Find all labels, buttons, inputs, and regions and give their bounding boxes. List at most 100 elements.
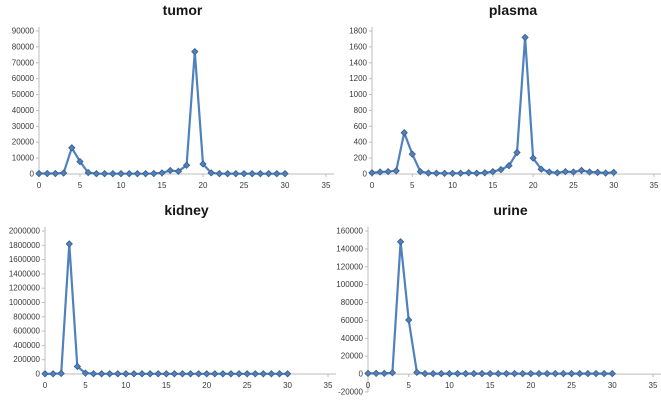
x-tick-label: 10 — [445, 381, 454, 390]
data-point — [283, 370, 292, 378]
data-series-markers — [368, 33, 618, 178]
data-point — [76, 157, 84, 166]
data-point — [43, 169, 51, 178]
data-point — [273, 170, 281, 178]
data-point — [519, 369, 527, 378]
y-tick-label: 50000 — [12, 90, 35, 99]
x-tick-label: 15 — [158, 181, 167, 190]
y-tick-label: 200 — [354, 154, 368, 163]
y-tick-label: 70000 — [12, 58, 35, 67]
x-tick-label: 10 — [448, 181, 457, 190]
data-point — [448, 169, 457, 178]
x-tick-label: 5 — [406, 381, 411, 390]
x-tick-label: 25 — [243, 381, 252, 390]
x-tick-label: 0 — [37, 181, 42, 190]
data-series-markers — [364, 238, 616, 378]
data-point — [81, 369, 90, 377]
y-tick-label: 400 — [354, 138, 368, 147]
y-tick-label: 1000 — [349, 90, 367, 99]
data-point — [384, 167, 392, 176]
data-point — [380, 369, 388, 378]
chart-title-urine: urine — [493, 202, 528, 218]
x-tick-label: 0 — [43, 381, 48, 390]
data-point — [559, 369, 568, 378]
data-point — [141, 170, 150, 178]
chart-plot-kidney: 0 200000 400000 600000 800000 1000000 1200000 1… — [0, 200, 336, 400]
data-point — [243, 370, 251, 378]
x-tick-label: 10 — [121, 381, 130, 390]
data-point — [478, 369, 486, 378]
x-tick-label: 35 — [322, 181, 331, 190]
data-point — [505, 161, 513, 170]
data-point — [170, 370, 179, 378]
data-series-line — [37, 50, 287, 175]
data-point — [122, 370, 130, 378]
data-point — [494, 369, 502, 378]
data-point — [59, 169, 68, 177]
data-series-markers — [41, 240, 292, 378]
y-tick-label: 0 — [30, 170, 35, 179]
y-tick-label: 90000 — [12, 27, 35, 36]
y-tick-label: 0 — [36, 370, 41, 379]
x-tick-label: 20 — [202, 381, 211, 390]
data-point — [576, 369, 584, 378]
data-point — [117, 170, 125, 178]
data-point — [133, 170, 142, 178]
x-tick-label: 5 — [410, 181, 415, 190]
data-point — [437, 369, 445, 378]
chart-panel-urine: urine -20000 0 20000 40000 60000 80000 100000 1… — [330, 200, 661, 400]
x-tick-label: 0 — [366, 381, 371, 390]
y-tick-label: 400000 — [13, 341, 40, 350]
y-tick-label: 20000 — [12, 138, 35, 147]
x-tick-label: 5 — [83, 381, 88, 390]
y-tick-label: 30000 — [12, 122, 35, 131]
y-tick-label: 1400 — [349, 58, 367, 67]
data-point — [429, 369, 437, 378]
x-tick-label: 15 — [486, 381, 495, 390]
y-tick-label: 800 — [354, 106, 368, 115]
data-point — [489, 167, 497, 176]
y-tick-label: 1600000 — [9, 255, 41, 264]
data-point — [150, 169, 158, 178]
y-tick-label: 600000 — [13, 327, 40, 336]
data-point — [400, 129, 408, 137]
chart-title-plasma: plasma — [488, 2, 538, 18]
data-point — [497, 165, 505, 174]
data-point — [281, 170, 289, 178]
data-point — [207, 169, 215, 177]
x-tick-label: 0 — [370, 181, 375, 190]
data-point — [592, 369, 600, 378]
data-point — [376, 168, 384, 176]
data-point — [473, 169, 481, 177]
data-point — [215, 170, 224, 178]
data-point — [65, 240, 73, 248]
data-point — [545, 168, 553, 176]
data-point — [584, 369, 592, 378]
data-series-markers — [35, 47, 289, 178]
data-point — [203, 370, 211, 378]
data-point — [421, 369, 429, 378]
x-tick-label: 5 — [78, 181, 83, 190]
y-tick-label: 0 — [359, 370, 364, 379]
data-series-line — [366, 240, 614, 375]
y-tick-label: 200000 — [13, 355, 40, 364]
data-point — [424, 169, 433, 177]
chart-canvas-plasma: 0 200 400 600 800 1000 1200 1400 1600 1800 0 5 10 15 2… — [349, 27, 661, 190]
y-tick-label: 140000 — [336, 244, 363, 253]
data-point — [186, 370, 195, 378]
chart-title-kidney: kidney — [164, 202, 209, 218]
data-point — [199, 160, 207, 168]
y-tick-label: 1200000 — [9, 284, 41, 293]
data-point — [57, 369, 65, 378]
data-point — [527, 369, 535, 378]
y-tick-label: 160000 — [336, 227, 363, 236]
data-point — [130, 370, 138, 378]
data-point — [182, 161, 191, 169]
y-tick-label: 1800000 — [9, 241, 41, 250]
x-tick-label: 30 — [283, 381, 292, 390]
data-series-line — [43, 242, 289, 375]
data-point — [372, 369, 380, 378]
data-point — [138, 370, 146, 378]
data-point — [408, 150, 416, 158]
